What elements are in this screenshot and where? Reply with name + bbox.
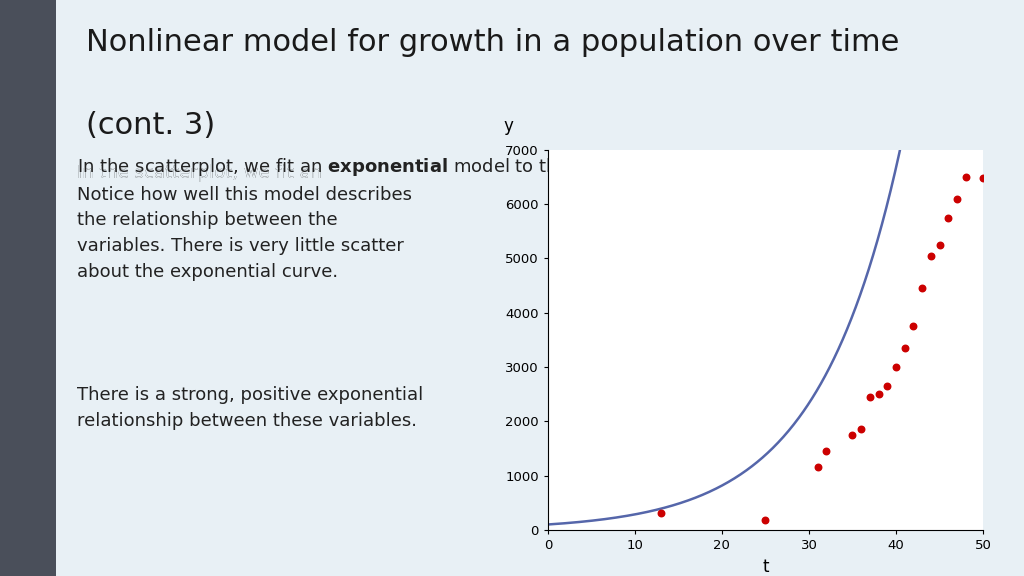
Point [975, 173, 991, 183]
Point [948, 194, 965, 203]
Point [897, 343, 913, 353]
Point [818, 446, 835, 456]
Text: In the scatterplot, we fit an: In the scatterplot, we fit an [77, 164, 328, 182]
Point [809, 463, 825, 472]
Point [870, 389, 887, 399]
Point [932, 240, 948, 249]
Text: In the scatterplot, we fit an: In the scatterplot, we fit an [77, 164, 328, 203]
Point [653, 508, 670, 517]
Text: (cont. 3): (cont. 3) [86, 111, 215, 139]
Point [957, 172, 974, 181]
Text: Nonlinear model for growth in a population over time: Nonlinear model for growth in a populati… [86, 28, 899, 56]
Point [905, 321, 922, 331]
Y-axis label: y: y [504, 116, 514, 135]
Point [861, 392, 878, 401]
Point [853, 425, 869, 434]
Text: There is a strong, positive exponential
relationship between these variables.: There is a strong, positive exponential … [77, 386, 423, 430]
Point [888, 362, 904, 372]
Point [758, 516, 774, 525]
Text: In the scatterplot, we fit an $\bf{exponential}$ model to the data.
Notice how w: In the scatterplot, we fit an $\bf{expon… [77, 156, 620, 281]
Point [844, 430, 860, 439]
X-axis label: t: t [762, 558, 769, 575]
Point [879, 381, 895, 391]
Point [923, 251, 939, 260]
Point [940, 213, 956, 222]
Point [913, 283, 930, 293]
